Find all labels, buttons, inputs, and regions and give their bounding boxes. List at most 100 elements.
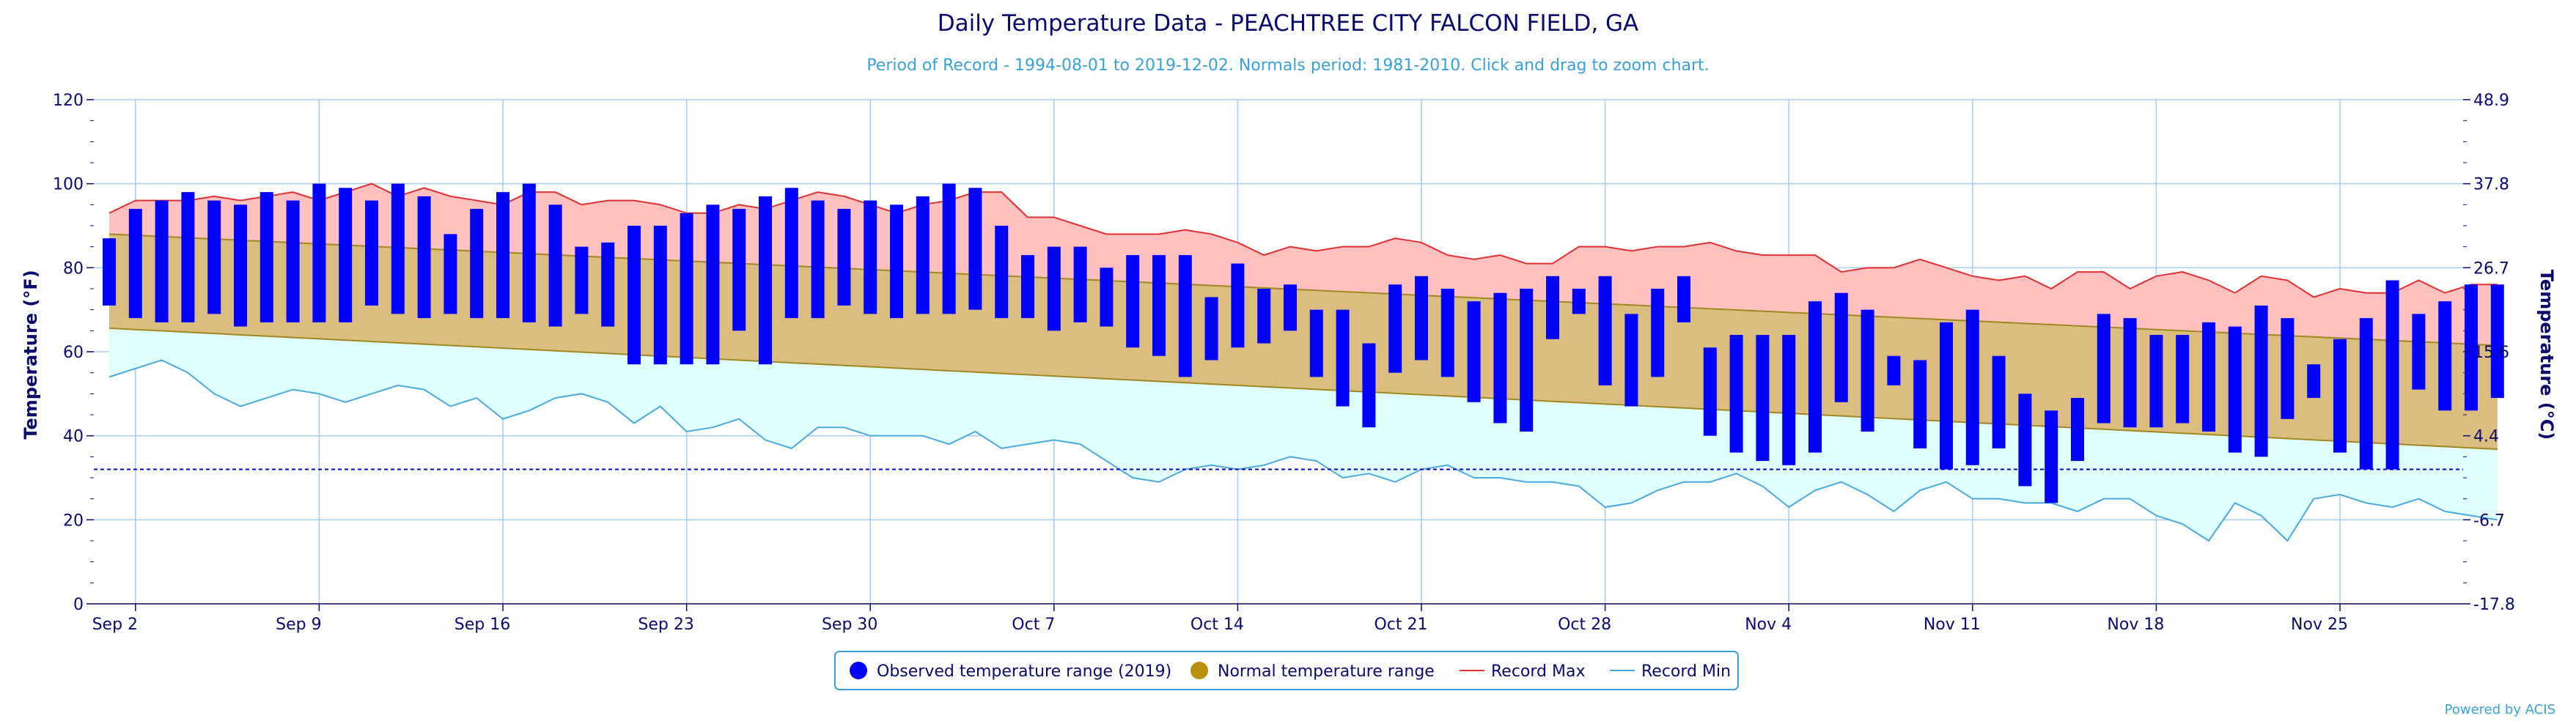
observed-range-bar[interactable] — [1493, 292, 1507, 424]
observed-range-bar[interactable] — [1520, 289, 1534, 432]
observed-range-bar[interactable] — [837, 209, 851, 306]
observed-range-bar[interactable] — [1336, 309, 1350, 407]
observed-range-bar[interactable] — [2438, 301, 2452, 411]
observed-range-bar[interactable] — [864, 200, 877, 314]
observed-range-bar[interactable] — [1073, 246, 1087, 322]
observed-range-bar[interactable] — [181, 192, 195, 322]
observed-range-bar[interactable] — [916, 196, 930, 314]
observed-range-bar[interactable] — [444, 234, 457, 314]
observed-bars[interactable] — [103, 183, 2504, 503]
observed-range-bar[interactable] — [2071, 398, 2084, 462]
observed-range-bar[interactable] — [1808, 301, 1822, 453]
observed-range-bar[interactable] — [1415, 276, 1428, 361]
observed-range-bar[interactable] — [339, 188, 353, 322]
observed-range-bar[interactable] — [1729, 335, 1743, 453]
observed-range-bar[interactable] — [811, 200, 825, 319]
observed-range-bar[interactable] — [784, 188, 798, 319]
observed-range-bar[interactable] — [2123, 318, 2137, 428]
observed-range-bar[interactable] — [496, 192, 509, 319]
observed-range-bar[interactable] — [1309, 309, 1323, 377]
observed-range-bar[interactable] — [1624, 314, 1638, 407]
observed-range-bar[interactable] — [470, 209, 484, 319]
observed-range-bar[interactable] — [2228, 326, 2242, 453]
observed-range-bar[interactable] — [2490, 284, 2504, 399]
observed-range-bar[interactable] — [417, 196, 431, 319]
legend-item-observed[interactable]: Observed temperature range (2019) — [850, 662, 1171, 681]
observed-range-bar[interactable] — [706, 204, 720, 365]
observed-range-bar[interactable] — [286, 200, 300, 322]
observed-range-bar[interactable] — [995, 226, 1009, 319]
observed-range-bar[interactable] — [312, 183, 326, 322]
observed-range-bar[interactable] — [2307, 364, 2321, 399]
observed-range-bar[interactable] — [391, 183, 405, 314]
observed-range-bar[interactable] — [1126, 255, 1140, 348]
observed-range-bar[interactable] — [2412, 314, 2426, 390]
legend-item-normal[interactable]: Normal temperature range — [1191, 662, 1435, 681]
observed-range-bar[interactable] — [1677, 276, 1690, 322]
observed-range-bar[interactable] — [2385, 280, 2399, 470]
observed-range-bar[interactable] — [1100, 267, 1114, 327]
record-min-line[interactable] — [108, 359, 2498, 542]
observed-range-bar[interactable] — [628, 226, 641, 365]
observed-range-bar[interactable] — [1231, 263, 1245, 348]
observed-range-bar[interactable] — [1047, 246, 1061, 331]
observed-range-bar[interactable] — [575, 246, 589, 314]
legend-item-record-min[interactable]: Record Min — [1610, 662, 1731, 681]
observed-range-bar[interactable] — [968, 188, 982, 310]
observed-range-bar[interactable] — [653, 226, 667, 365]
observed-range-bar[interactable] — [942, 183, 956, 314]
observed-range-bar[interactable] — [1756, 335, 1770, 462]
credit-link[interactable]: Powered by ACIS — [2445, 702, 2555, 717]
observed-range-bar[interactable] — [1913, 360, 1927, 448]
observed-range-bar[interactable] — [1021, 255, 1034, 319]
observed-range-bar[interactable] — [1703, 347, 1717, 436]
observed-range-bar[interactable] — [2045, 410, 2058, 503]
observed-range-bar[interactable] — [155, 200, 169, 322]
observed-range-bar[interactable] — [1834, 292, 1848, 402]
observed-range-bar[interactable] — [365, 200, 378, 306]
observed-range-bar[interactable] — [234, 204, 247, 327]
legend-item-record-max[interactable]: Record Max — [1460, 662, 1586, 681]
observed-range-bar[interactable] — [1572, 289, 1586, 314]
observed-range-bar[interactable] — [759, 196, 772, 365]
observed-range-bar[interactable] — [260, 192, 273, 322]
observed-range-bar[interactable] — [1940, 322, 1953, 470]
observed-range-bar[interactable] — [890, 204, 903, 319]
observed-range-bar[interactable] — [1152, 255, 1166, 356]
observed-range-bar[interactable] — [1362, 343, 1376, 428]
observed-range-bar[interactable] — [2281, 318, 2295, 419]
observed-range-bar[interactable] — [103, 238, 116, 306]
observed-range-bar[interactable] — [732, 209, 746, 331]
observed-range-bar[interactable] — [1440, 289, 1454, 377]
observed-range-bar[interactable] — [1965, 309, 1979, 465]
observed-range-bar[interactable] — [2254, 305, 2268, 457]
observed-range-bar[interactable] — [1861, 309, 1874, 432]
observed-range-bar[interactable] — [1887, 355, 1901, 385]
observed-range-bar[interactable] — [548, 204, 562, 327]
observed-range-bar[interactable] — [1204, 297, 1218, 361]
observed-range-bar[interactable] — [207, 200, 221, 314]
observed-range-bar[interactable] — [1257, 289, 1271, 344]
observed-range-bar[interactable] — [2333, 339, 2347, 453]
observed-range-bar[interactable] — [2465, 284, 2478, 411]
observed-range-bar[interactable] — [128, 209, 142, 319]
observed-range-bar[interactable] — [2018, 394, 2032, 487]
observed-range-bar[interactable] — [1598, 276, 1612, 385]
observed-range-bar[interactable] — [601, 242, 615, 327]
observed-range-bar[interactable] — [1388, 284, 1402, 373]
observed-range-bar[interactable] — [2202, 322, 2215, 432]
observed-range-bar[interactable] — [2097, 314, 2111, 424]
observed-range-bar[interactable] — [1651, 289, 1665, 377]
observed-range-bar[interactable] — [1467, 301, 1481, 402]
observed-range-bar[interactable] — [1782, 335, 1796, 465]
observed-range-bar[interactable] — [680, 213, 693, 365]
observed-range-bar[interactable] — [2149, 335, 2163, 428]
observed-range-bar[interactable] — [1178, 255, 1192, 377]
observed-range-bar[interactable] — [1992, 355, 2006, 448]
observed-range-bar[interactable] — [2359, 318, 2373, 470]
observed-range-bar[interactable] — [2176, 335, 2190, 424]
observed-range-bar[interactable] — [1546, 276, 1559, 339]
observed-range-bar[interactable] — [1284, 284, 1297, 331]
